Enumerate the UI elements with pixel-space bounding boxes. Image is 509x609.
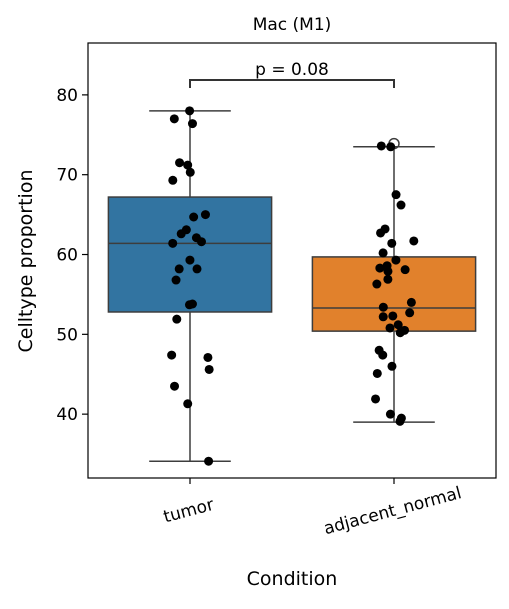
x-axis-label: Condition: [247, 568, 338, 590]
point: [387, 238, 397, 248]
point: [378, 248, 388, 258]
point: [189, 212, 199, 222]
y-axis-label: Celltype proportion: [15, 170, 37, 353]
point: [185, 167, 195, 177]
point: [176, 229, 186, 239]
x-tick-label: adjacent_normal: [322, 483, 464, 539]
point: [372, 368, 382, 378]
point: [187, 119, 197, 129]
point: [409, 236, 419, 246]
point: [168, 238, 178, 248]
chart-title: Mac (M1): [253, 15, 332, 35]
point: [383, 266, 393, 276]
significance-bracket: [189, 79, 395, 88]
y-tick-label: 80: [56, 86, 78, 106]
point: [376, 228, 386, 238]
point: [406, 297, 416, 307]
annotation: p = 0.08: [255, 60, 329, 80]
point: [391, 190, 401, 200]
y-tick-label: 60: [56, 246, 78, 266]
y-tick-label: 50: [56, 325, 78, 345]
point: [204, 364, 214, 374]
point: [174, 264, 184, 274]
point: [183, 399, 193, 409]
point: [405, 308, 415, 318]
y-tick-label: 40: [56, 405, 78, 425]
point: [184, 300, 194, 310]
point: [387, 361, 397, 371]
point: [400, 265, 410, 275]
point: [171, 275, 181, 285]
point: [395, 328, 405, 338]
point: [378, 302, 388, 312]
point: [375, 263, 385, 273]
plot-frame: [87, 42, 497, 479]
box: [107, 196, 273, 313]
point: [200, 210, 210, 220]
point: [391, 255, 401, 265]
y-tick-label: 70: [56, 166, 78, 186]
point: [395, 416, 405, 426]
point: [378, 350, 388, 360]
point: [191, 233, 201, 243]
point: [385, 409, 395, 419]
point: [185, 106, 195, 116]
point: [170, 381, 180, 391]
point: [386, 142, 396, 152]
point: [376, 141, 386, 151]
point: [168, 175, 178, 185]
point: [393, 320, 403, 330]
point: [183, 160, 193, 170]
point: [383, 274, 393, 284]
point: [185, 255, 195, 265]
point: [172, 314, 182, 324]
point: [388, 311, 398, 321]
point: [378, 312, 388, 322]
point: [175, 158, 185, 168]
point: [385, 323, 395, 333]
point: [203, 352, 213, 362]
point: [169, 114, 179, 124]
point: [396, 200, 406, 210]
x-tick-label: tumor: [161, 495, 216, 528]
point: [372, 279, 382, 289]
point: [204, 456, 214, 466]
point: [371, 394, 381, 404]
point: [167, 350, 177, 360]
point: [192, 264, 202, 274]
